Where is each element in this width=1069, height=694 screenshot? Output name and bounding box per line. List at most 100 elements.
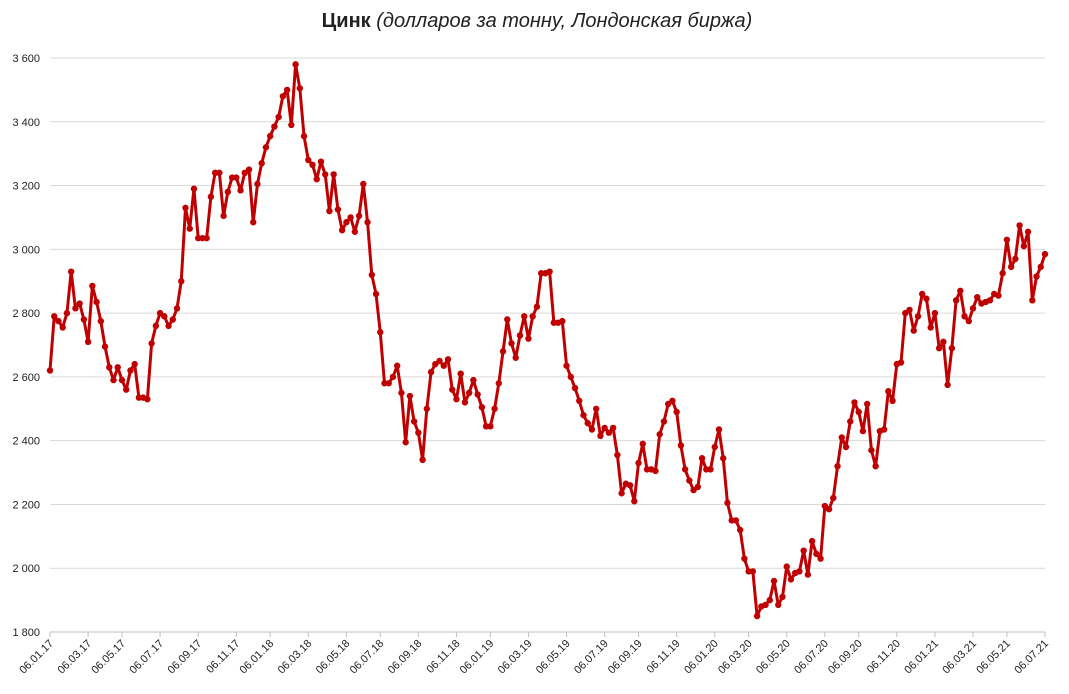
- data-point: [398, 389, 405, 397]
- data-point: [114, 364, 121, 371]
- data-point: [461, 399, 469, 406]
- data-point: [516, 332, 524, 339]
- data-point: [948, 344, 956, 352]
- data-point: [1012, 255, 1019, 263]
- data-point: [355, 212, 363, 220]
- data-point: [377, 329, 384, 336]
- x-tick-label: 06.11.19: [645, 638, 683, 676]
- data-point: [910, 327, 917, 334]
- data-point: [597, 432, 604, 440]
- data-point: [173, 305, 181, 312]
- data-point: [669, 397, 676, 405]
- data-point: [449, 386, 456, 393]
- data-point: [123, 386, 130, 393]
- data-point: [203, 234, 210, 242]
- data-point: [766, 596, 773, 604]
- data-point: [995, 292, 1002, 299]
- data-point: [364, 219, 371, 226]
- data-point: [957, 287, 964, 294]
- data-point: [93, 298, 100, 306]
- data-point: [131, 360, 138, 368]
- data-point: [118, 376, 126, 384]
- data-point: [715, 426, 723, 433]
- data-point: [580, 411, 587, 419]
- data-point: [559, 317, 566, 325]
- data-point: [1037, 263, 1044, 271]
- x-tick-label: 06.05.19: [534, 638, 573, 677]
- data-point: [368, 271, 375, 279]
- data-point: [389, 373, 397, 381]
- x-tick-label: 06.11.18: [424, 638, 462, 676]
- data-point: [465, 389, 473, 397]
- data-point: [626, 482, 634, 489]
- data-point: [656, 431, 663, 438]
- x-tick-label: 06.03.21: [940, 638, 979, 677]
- data-point: [584, 419, 591, 427]
- data-point: [385, 380, 392, 387]
- data-point: [940, 338, 947, 346]
- data-point: [770, 577, 778, 585]
- data-point: [182, 204, 189, 212]
- data-point: [309, 161, 316, 169]
- data-point: [292, 61, 299, 68]
- data-point: [830, 494, 837, 502]
- data-point: [51, 313, 58, 320]
- data-point: [605, 429, 613, 436]
- y-tick-label: 2 600: [12, 372, 40, 384]
- data-point: [487, 423, 494, 430]
- y-tick-label: 2 000: [12, 563, 40, 575]
- data-point: [817, 555, 824, 562]
- data-point: [749, 568, 757, 575]
- data-point: [533, 303, 541, 310]
- data-point: [470, 376, 477, 384]
- data-point: [169, 316, 176, 323]
- data-point: [969, 305, 977, 312]
- data-point: [601, 424, 608, 432]
- data-point: [720, 455, 727, 462]
- data-point: [254, 180, 261, 188]
- data-point: [271, 123, 278, 130]
- data-point: [190, 185, 198, 192]
- data-point: [508, 340, 515, 347]
- y-tick-label: 3 400: [12, 117, 40, 129]
- y-tick-label: 3 600: [12, 53, 40, 65]
- data-point: [804, 571, 812, 578]
- data-point: [1041, 250, 1049, 258]
- data-point: [762, 601, 769, 609]
- data-point: [491, 405, 498, 412]
- x-tick-label: 06.07.17: [127, 638, 166, 677]
- data-point: [834, 462, 841, 470]
- data-point: [55, 317, 62, 325]
- data-point: [423, 405, 431, 412]
- data-point: [457, 370, 464, 377]
- data-point: [393, 362, 401, 369]
- data-point: [660, 418, 668, 425]
- data-point: [897, 359, 905, 366]
- x-tick-label: 06.03.18: [276, 638, 315, 677]
- data-point: [859, 427, 867, 435]
- data-point: [220, 212, 227, 220]
- data-point: [161, 313, 168, 320]
- data-point: [186, 225, 193, 232]
- data-point: [931, 309, 939, 317]
- y-tick-label: 1 800: [12, 627, 40, 639]
- x-tick-label: 06.07.20: [792, 638, 831, 677]
- data-point: [808, 537, 816, 545]
- data-point: [525, 335, 532, 342]
- data-point: [614, 451, 621, 459]
- x-tick-label: 06.03.17: [55, 638, 94, 677]
- data-point: [97, 317, 105, 325]
- data-point: [67, 268, 75, 275]
- data-point: [127, 367, 134, 374]
- data-point: [237, 187, 244, 194]
- data-point: [258, 160, 265, 167]
- data-point: [914, 313, 922, 320]
- x-tick-label: 06.01.18: [238, 638, 277, 677]
- data-point: [300, 132, 308, 140]
- data-point: [521, 313, 528, 320]
- data-point: [855, 408, 862, 416]
- data-point: [63, 309, 71, 317]
- data-point: [813, 550, 820, 558]
- data-point: [305, 156, 312, 164]
- data-point: [838, 434, 845, 441]
